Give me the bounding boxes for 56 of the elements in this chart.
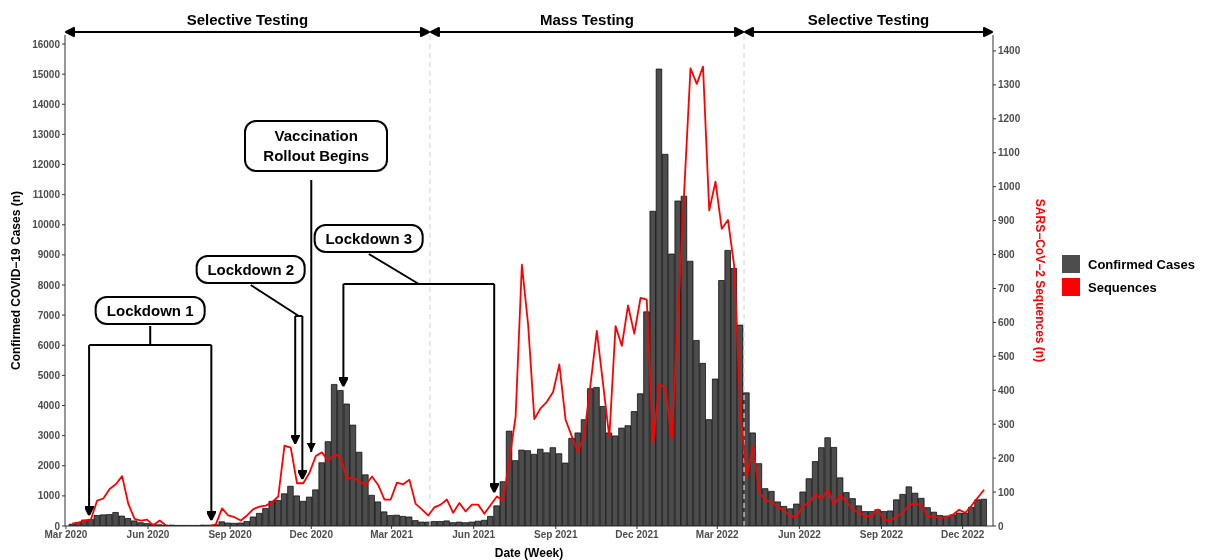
- x-tick-label: Dec 2022: [940, 529, 985, 541]
- y-tick-label: 7000: [37, 309, 61, 321]
- y2-tick-label: 100: [998, 486, 1016, 498]
- y-axis-title: Confirmed COVID−19 Cases (n): [9, 190, 23, 371]
- y2-tick-label: 0: [998, 520, 1004, 532]
- x-tick-label: Jun 2020: [126, 529, 170, 541]
- y-tick-label: 3000: [37, 430, 61, 442]
- ref-line-label: Lockdown 2: [195, 255, 307, 284]
- legend-label: Sequences: [1088, 279, 1157, 295]
- x-tick-label: Jun 2021: [452, 529, 496, 541]
- y-tick-label: 1000: [37, 490, 61, 502]
- ref-line-label: Vaccination Rollout Begins: [244, 120, 389, 172]
- x-tick-label: Dec 2020: [289, 529, 334, 541]
- x-axis-title: Date (Week): [494, 546, 564, 560]
- y-tick-label: 11000: [32, 189, 61, 201]
- y2-tick-label: 1300: [998, 79, 1021, 91]
- y2-tick-label: 700: [998, 283, 1016, 295]
- text: Selective Testing: [807, 11, 930, 28]
- y-tick-label: 15000: [32, 68, 61, 80]
- y-tick-label: 13000: [32, 128, 61, 140]
- y-tick-label: 10000: [32, 219, 61, 231]
- y2-tick-label: 1200: [998, 113, 1021, 125]
- y2-tick-label: 800: [998, 249, 1016, 261]
- y-tick-label: 12000: [32, 159, 61, 171]
- y-tick-label: 4000: [37, 400, 61, 412]
- text: Mass Testing: [540, 11, 634, 28]
- y-tick-label: 8000: [37, 279, 61, 291]
- y2-tick-label: 1000: [998, 181, 1021, 193]
- x-tick-label: Mar 2022: [695, 529, 740, 541]
- y-tick-label: 9000: [37, 249, 61, 261]
- y2-tick-label: 1100: [998, 147, 1021, 159]
- y-tick-label: 0: [54, 520, 61, 532]
- text: Selective Testing: [186, 11, 309, 28]
- legend-label: Confirmed Cases: [1088, 256, 1195, 272]
- ref-line-label: Lockdown 3: [313, 224, 425, 253]
- x-tick-label: Jun 2022: [777, 529, 822, 541]
- y2-tick-label: 200: [998, 452, 1016, 464]
- y2-tick-label: 900: [998, 215, 1016, 227]
- x-tick-label: Mar 2021: [370, 529, 414, 541]
- y-tick-label: 14000: [32, 98, 61, 110]
- y2-tick-label: 500: [998, 350, 1016, 362]
- y2-axis-title: SARS−CoV−2 Sequences (n): [1033, 198, 1047, 363]
- y-tick-label: 6000: [37, 339, 61, 351]
- y2-tick-label: 300: [998, 418, 1016, 430]
- y2-tick-label: 1400: [998, 45, 1021, 57]
- ref-line-label: Lockdown 1: [94, 296, 206, 325]
- x-tick-label: Sep 2022: [859, 529, 904, 541]
- x-tick-label: Sep 2021: [534, 529, 578, 541]
- x-tick-label: Mar 2020: [44, 529, 88, 541]
- y-tick-label: 16000: [32, 38, 61, 50]
- x-tick-label: Sep 2020: [208, 529, 253, 541]
- y-tick-label: 5000: [37, 369, 61, 381]
- y2-tick-label: 600: [998, 316, 1016, 328]
- y2-tick-label: 400: [998, 384, 1016, 396]
- y-tick-label: 2000: [37, 460, 61, 472]
- x-tick-label: Dec 2021: [615, 529, 660, 541]
